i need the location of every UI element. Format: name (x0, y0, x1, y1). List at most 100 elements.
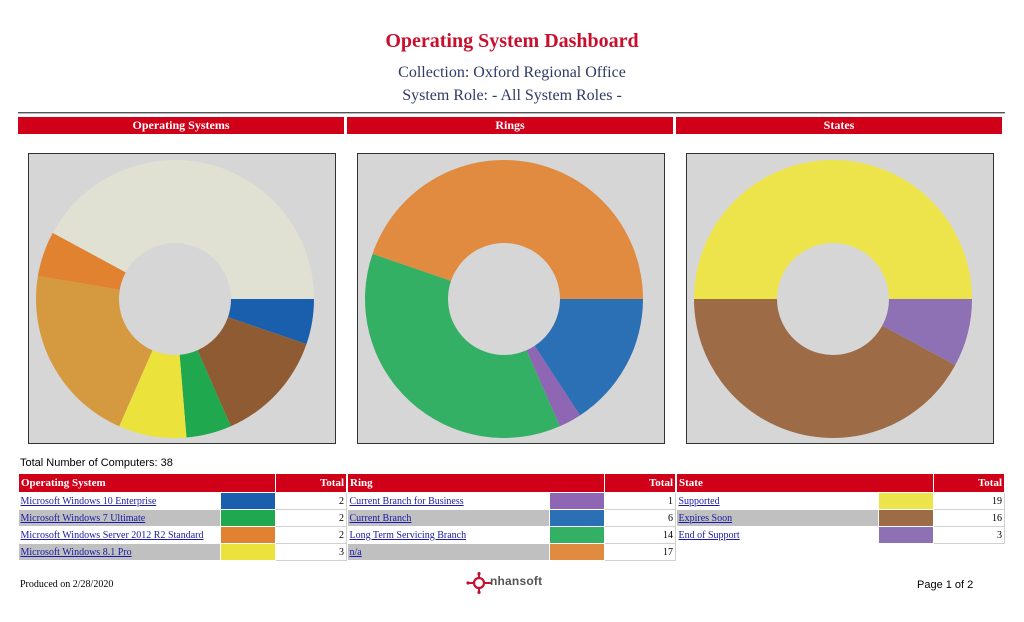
table-row: n/a 17 (347, 543, 676, 561)
column-header-total: Total (275, 473, 348, 493)
collection-label: Collection: Oxford Regional Office (398, 64, 626, 81)
row-link[interactable]: Current Branch (349, 512, 412, 524)
column-header-name: Operating System (17, 473, 277, 493)
color-swatch (550, 544, 604, 560)
column-header-total: Total (933, 473, 1006, 493)
color-swatch-cell (878, 509, 935, 527)
column-header-name: Ring (347, 473, 605, 493)
produced-on-date: Produced on 2/28/2020 (20, 579, 114, 590)
donut-slice (526, 345, 581, 427)
row-link[interactable]: Microsoft Windows 8.1 Pro (20, 546, 132, 558)
color-swatch (879, 527, 934, 543)
donut-slice (35, 276, 153, 427)
row-total: 2 (275, 509, 348, 527)
row-link[interactable]: n/a (349, 546, 362, 558)
operating-systems-chart (28, 153, 336, 444)
rings-donut (365, 160, 643, 438)
donut-slice (694, 160, 972, 299)
row-link[interactable]: End of Support (678, 529, 740, 541)
table-row: Supported 19 (676, 492, 1006, 510)
table-row: Expires Soon 16 (676, 509, 1006, 527)
color-swatch-cell (220, 492, 277, 510)
row-name-cell: Microsoft Windows Server 2012 R2 Standar… (18, 526, 221, 544)
row-name-cell: End of Support (676, 526, 879, 544)
table-row: Current Branch for Business 1 (347, 492, 676, 510)
section-header-rings: Rings (347, 117, 673, 134)
donut-slice (37, 232, 126, 290)
donut-slice (882, 299, 972, 366)
table-row: Microsoft Windows Server 2012 R2 Standar… (18, 526, 348, 544)
section-header-operating-systems: Operating Systems (18, 117, 344, 134)
color-swatch-cell (549, 509, 605, 527)
row-total: 1 (604, 492, 676, 510)
color-swatch (879, 493, 934, 509)
table-row: Current Branch 6 (347, 509, 676, 527)
donut-slice (365, 253, 560, 438)
row-total: 2 (275, 492, 348, 510)
total-computers: Total Number of Computers: 38 (20, 457, 173, 469)
donut-slice (372, 160, 643, 299)
row-link[interactable]: Long Term Servicing Branch (349, 529, 467, 541)
color-swatch (221, 510, 276, 526)
table-row: Microsoft Windows 10 Enterprise 2 (18, 492, 348, 510)
row-total: 14 (604, 526, 676, 544)
row-total: 2 (275, 526, 348, 544)
color-swatch-cell (549, 526, 605, 544)
operating-systems-donut (35, 160, 315, 438)
color-swatch-cell (220, 509, 277, 527)
enhansoft-logo-icon (466, 572, 491, 594)
row-link[interactable]: Current Branch for Business (349, 495, 464, 507)
rings-chart (357, 153, 665, 444)
donut-slice (52, 160, 315, 299)
title-divider (18, 112, 1005, 114)
color-swatch (221, 544, 276, 560)
color-swatch-cell (549, 492, 605, 510)
donut-slice (227, 299, 314, 345)
row-name-cell: Long Term Servicing Branch (347, 526, 550, 544)
row-total: 3 (275, 543, 348, 561)
table-row: Microsoft Windows 7 Ultimate 2 (18, 509, 348, 527)
color-swatch (550, 510, 604, 526)
section-header-states: States (676, 117, 1002, 134)
states-chart (686, 153, 994, 444)
table-row: Long Term Servicing Branch 14 (347, 526, 676, 544)
color-swatch (221, 493, 276, 509)
color-swatch-cell (549, 543, 605, 561)
row-total: 17 (604, 543, 676, 561)
row-link[interactable]: Microsoft Windows 7 Ultimate (20, 512, 146, 524)
row-name-cell: Current Branch for Business (347, 492, 550, 510)
row-name-cell: Current Branch (347, 509, 550, 527)
row-link[interactable]: Microsoft Windows Server 2012 R2 Standar… (20, 529, 204, 541)
row-total: 19 (933, 492, 1006, 510)
operating-systems-table: Operating System Total Microsoft Windows… (17, 473, 348, 561)
row-link[interactable]: Microsoft Windows 10 Enterprise (20, 495, 157, 507)
color-swatch-cell (878, 526, 935, 544)
row-name-cell: n/a (347, 543, 550, 561)
system-role-label: System Role: - All System Roles - (402, 87, 622, 104)
color-swatch (879, 510, 934, 526)
color-swatch (550, 493, 604, 509)
column-header-name: State (675, 473, 935, 493)
table-row: Microsoft Windows 8.1 Pro 3 (18, 543, 348, 561)
row-name-cell: Supported (676, 492, 879, 510)
color-swatch-cell (878, 492, 935, 510)
row-name-cell: Expires Soon (676, 509, 879, 527)
row-link[interactable]: Supported (678, 495, 720, 507)
color-swatch (550, 527, 604, 543)
color-swatch-cell (220, 526, 277, 544)
donut-slice (179, 350, 231, 438)
column-header-total: Total (604, 473, 676, 493)
page-number: Page 1 of 2 (917, 579, 974, 591)
donut-slice (534, 299, 643, 416)
row-name-cell: Microsoft Windows 10 Enterprise (18, 492, 221, 510)
row-total: 6 (604, 509, 676, 527)
table-row: End of Support 3 (676, 526, 1006, 544)
report-title: Operating System Dashboard (385, 30, 639, 52)
row-total: 16 (933, 509, 1006, 527)
row-link[interactable]: Expires Soon (678, 512, 733, 524)
states-table: State Total Supported 19 Expires Soon 16 End… (675, 473, 1006, 544)
states-donut (694, 160, 972, 439)
color-swatch (221, 527, 276, 543)
row-total: 3 (933, 526, 1006, 544)
enhansoft-logo-text: nhansoft (490, 574, 543, 588)
